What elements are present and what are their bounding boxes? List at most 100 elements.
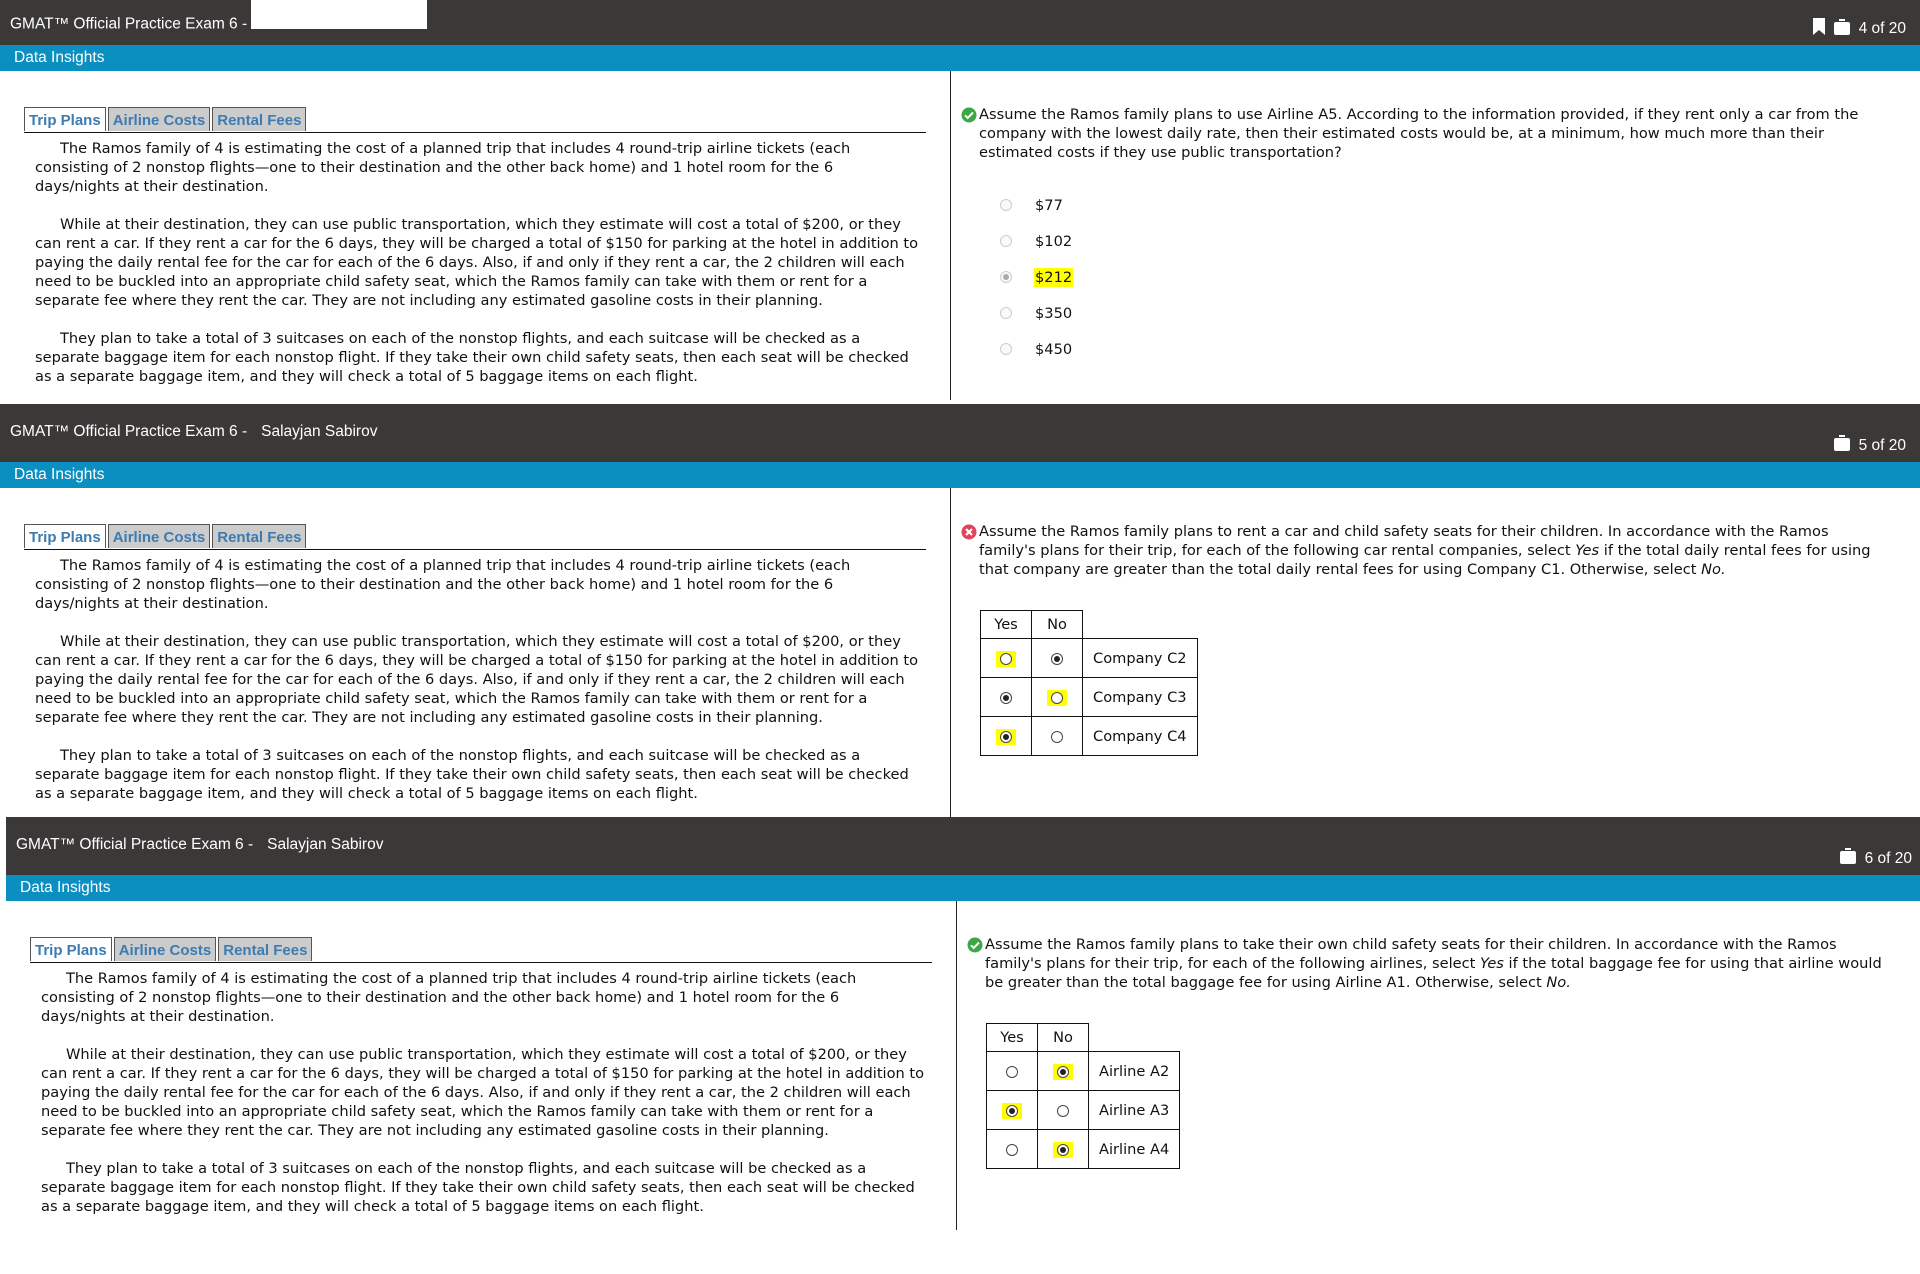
passage: The Ramos family of 4 is estimating the … — [35, 139, 920, 400]
passage: The Ramos family of 4 is estimating the … — [35, 556, 920, 817]
passage-paragraph: The Ramos family of 4 is estimating the … — [35, 140, 851, 195]
passage-paragraph: The Ramos family of 4 is estimating the … — [35, 557, 851, 612]
option-label: $350 — [1035, 304, 1073, 322]
section-name: Data Insights — [14, 466, 105, 483]
passage-paragraph: While at their destination, they can use… — [41, 1046, 925, 1139]
no-header: No — [1031, 610, 1083, 639]
yes-no-table: Yes No Airline A2 Airline A3 Airline A4 — [986, 1023, 1181, 1169]
radio-no[interactable] — [1047, 689, 1067, 706]
passage-paragraph: While at their destination, they can use… — [35, 633, 919, 726]
radio-no[interactable] — [1047, 729, 1067, 745]
radio-no[interactable] — [1053, 1103, 1073, 1119]
exam-header: GMAT™ Official Practice Exam 6 - Salayjan… — [6, 817, 1920, 875]
row-label: Airline A3 — [1087, 1090, 1181, 1130]
question-text-part: if the total baggage fee for using that … — [985, 955, 1882, 991]
exam-title: GMAT™ Official Practice Exam 6 - — [16, 836, 254, 853]
section-name: Data Insights — [14, 49, 105, 66]
yes-header: Yes — [986, 1023, 1038, 1052]
row-label: Company C4 — [1082, 716, 1198, 756]
incorrect-x-icon — [961, 524, 977, 545]
answer-options: $77 $102 $212 $350 $450 — [1000, 187, 1074, 367]
row-label: Company C2 — [1082, 638, 1198, 678]
passage-paragraph: They plan to take a total of 3 suitcases… — [41, 1160, 915, 1215]
tab-airline-costs[interactable]: Airline Costs — [107, 524, 211, 548]
answer-option[interactable]: $77 — [1000, 187, 1073, 223]
tab-rental-fees[interactable]: Rental Fees — [218, 937, 313, 961]
row-label: Airline A4 — [1087, 1129, 1181, 1169]
question-screen-2: GMAT™ Official Practice Exam 6 - Salayjan… — [0, 404, 1920, 817]
question-counter: 4 of 20 — [1858, 20, 1906, 37]
question: Assume the Ramos family plans to rent a … — [961, 522, 1876, 579]
question: Assume the Ramos family plans to use Air… — [961, 105, 1876, 162]
correct-check-icon — [961, 107, 977, 128]
briefcase-icon — [1833, 435, 1851, 456]
question-text: Assume the Ramos family plans to rent a … — [979, 522, 1876, 579]
question-text-part: Assume the Ramos family plans to take th… — [985, 936, 1837, 972]
option-label: $450 — [1035, 340, 1073, 358]
radio-button[interactable] — [1000, 235, 1012, 247]
question-text: Assume the Ramos family plans to take th… — [985, 935, 1882, 992]
table-row: Company C4 — [980, 716, 1198, 756]
briefcase-icon — [1839, 848, 1857, 869]
question-text-part: if the total daily rental fees for using… — [979, 542, 1871, 578]
radio-yes[interactable] — [1002, 1064, 1022, 1080]
radio-yes[interactable] — [996, 690, 1016, 706]
exam-header: GMAT™ Official Practice Exam 6 - 4 of 20 — [0, 0, 1920, 45]
tab-airline-costs[interactable]: Airline Costs — [107, 107, 211, 131]
exam-header: GMAT™ Official Practice Exam 6 - Salayjan… — [0, 404, 1920, 462]
answer-option[interactable]: $212 — [1000, 259, 1074, 295]
radio-yes[interactable] — [996, 650, 1016, 667]
tab-trip-plans[interactable]: Trip Plans — [24, 524, 106, 548]
yes-header: Yes — [980, 610, 1032, 639]
radio-button[interactable] — [1000, 271, 1012, 283]
table-row: Company C2 — [980, 638, 1198, 678]
radio-yes[interactable] — [1002, 1102, 1022, 1119]
radio-yes[interactable] — [996, 728, 1016, 745]
row-label: Company C3 — [1082, 677, 1198, 717]
answer-option[interactable]: $350 — [1000, 295, 1073, 331]
no-header: No — [1037, 1023, 1089, 1052]
tab-trip-plans[interactable]: Trip Plans — [24, 107, 106, 131]
pane-divider[interactable] — [950, 488, 951, 817]
question-emphasis: Yes — [1480, 955, 1504, 972]
question-screen-1: GMAT™ Official Practice Exam 6 - 4 of 20 D… — [0, 0, 1920, 400]
question-text: Assume the Ramos family plans to use Air… — [979, 105, 1876, 162]
radio-button[interactable] — [1000, 199, 1012, 211]
passage-paragraph: They plan to take a total of 3 suitcases… — [35, 747, 909, 802]
question-emphasis: No. — [1546, 974, 1571, 991]
tab-rental-fees[interactable]: Rental Fees — [212, 107, 307, 131]
answer-option[interactable]: $102 — [1000, 223, 1073, 259]
passage-paragraph: They plan to take a total of 3 suitcases… — [35, 330, 909, 385]
answer-option[interactable]: $450 — [1000, 331, 1073, 367]
radio-yes[interactable] — [1002, 1142, 1022, 1158]
option-label: $102 — [1035, 232, 1073, 250]
tab-airline-costs[interactable]: Airline Costs — [113, 937, 217, 961]
section-bar: Data Insights — [6, 875, 1920, 901]
question-text-part: Assume the Ramos family plans to use Air… — [979, 106, 1859, 161]
correct-check-icon — [967, 937, 983, 958]
radio-no[interactable] — [1047, 651, 1067, 667]
question-text-part: Assume the Ramos family plans to rent a … — [979, 523, 1829, 559]
row-label: Airline A2 — [1087, 1051, 1181, 1091]
option-label: $77 — [1035, 196, 1063, 214]
radio-button[interactable] — [1000, 307, 1012, 319]
option-label: $212 — [1034, 267, 1074, 287]
passage-tabs: Trip Plans Airline Costs Rental Fees — [24, 107, 926, 133]
tab-trip-plans[interactable]: Trip Plans — [30, 937, 112, 961]
redacted-candidate-name — [251, 0, 428, 29]
radio-no[interactable] — [1053, 1141, 1073, 1158]
tab-rental-fees[interactable]: Rental Fees — [212, 524, 307, 548]
section-name: Data Insights — [20, 879, 111, 896]
radio-no[interactable] — [1053, 1063, 1073, 1080]
bookmark-icon[interactable] — [1812, 18, 1825, 40]
question-screen-3: GMAT™ Official Practice Exam 6 - Salayjan… — [6, 817, 1920, 1230]
briefcase-icon — [1833, 18, 1851, 40]
radio-button[interactable] — [1000, 343, 1012, 355]
pane-divider[interactable] — [956, 901, 957, 1230]
question-counter: 6 of 20 — [1864, 849, 1912, 867]
table-row: Airline A4 — [986, 1129, 1181, 1169]
table-row: Airline A2 — [986, 1051, 1181, 1091]
pane-divider[interactable] — [950, 71, 951, 400]
table-row: Airline A3 — [986, 1090, 1181, 1130]
passage: The Ramos family of 4 is estimating the … — [41, 969, 926, 1230]
